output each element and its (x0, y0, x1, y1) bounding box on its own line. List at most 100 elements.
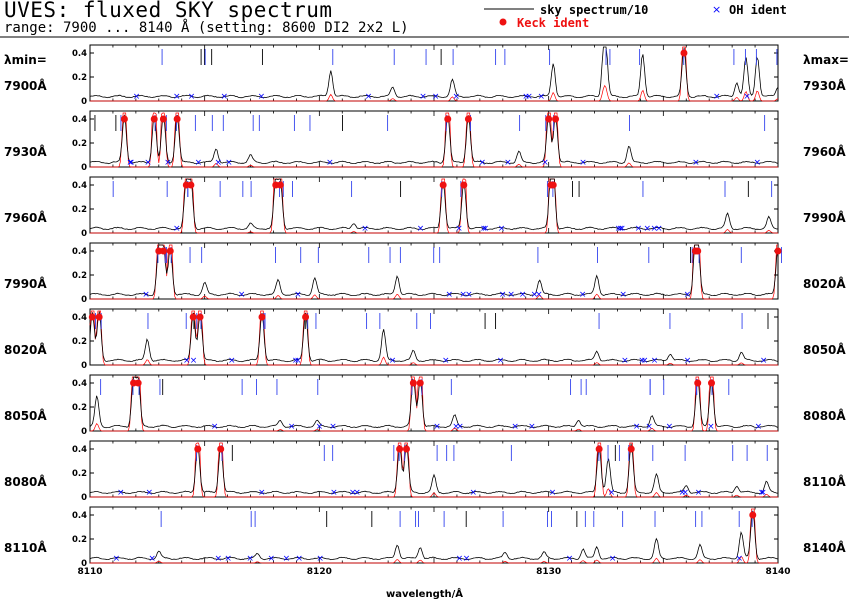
lambda-min-header: λmin= (4, 53, 47, 67)
oh-ident-marker: × (621, 356, 629, 366)
oh-ident-marker: × (684, 356, 692, 366)
oh-ident-marker: × (522, 92, 530, 102)
y-tick-label: 0.2 (72, 139, 87, 149)
oh-ident-marker: × (525, 92, 533, 102)
legend-sky-label: sky spectrum/10 (540, 3, 649, 17)
keck-ident-marker (189, 313, 197, 321)
oh-ident-marker: × (531, 290, 539, 300)
oh-ident-marker: × (692, 158, 700, 168)
keck-ident-marker (552, 115, 560, 123)
oh-ident-marker: × (283, 554, 291, 564)
y-tick-label: 0.4 (72, 247, 87, 257)
oh-ident-marker: × (442, 356, 450, 366)
y-tick-label: 0.4 (72, 115, 87, 125)
lambda-max-header: λmax= (803, 53, 849, 67)
y-tick-label: 0 (81, 163, 87, 173)
y-tick-label: 0.2 (72, 469, 87, 479)
oh-ident-marker: × (349, 488, 357, 498)
oh-ident-marker: × (455, 224, 463, 234)
lambda-max-label: 7960Å (803, 145, 846, 159)
oh-ident-marker: × (188, 92, 196, 102)
keck-ident-marker (196, 313, 204, 321)
oh-ident-marker: × (643, 224, 651, 234)
keck-ident-marker (409, 379, 417, 387)
red-trace (90, 508, 778, 564)
y-tick-label: 0.2 (72, 535, 87, 545)
sky-spectrum-line (89, 311, 779, 363)
keck-ident-marker (549, 181, 557, 189)
oh-ident-marker: × (707, 422, 715, 432)
keck-ident-marker (276, 181, 284, 189)
oh-ident-marker: × (173, 224, 181, 234)
oh-ident-marker: × (480, 224, 488, 234)
oh-ident-marker: × (465, 290, 473, 300)
oh-ident-marker: × (195, 158, 203, 168)
red-trace (90, 442, 778, 498)
oh-ident-marker: × (645, 422, 653, 432)
oh-ident-marker: × (760, 356, 768, 366)
keck-ident-marker (595, 445, 603, 453)
keck-ident-marker (302, 313, 310, 321)
keck-ident-marker (460, 181, 468, 189)
oh-ident-marker: × (224, 554, 232, 564)
keck-ident-marker (749, 511, 757, 519)
x-axis-label: wavelength/Å (385, 589, 464, 600)
y-tick-label: 0.2 (72, 271, 87, 281)
y-tick-label: 0 (81, 559, 87, 569)
keck-ident-marker (166, 247, 174, 255)
oh-ident-marker: × (641, 356, 649, 366)
oh-ident-marker: × (463, 554, 471, 564)
y-tick-label: 0.4 (72, 511, 87, 521)
oh-ident-marker: × (117, 488, 125, 498)
oh-ident-marker: × (507, 290, 515, 300)
red-trace (90, 46, 779, 102)
keck-ident-marker (694, 379, 702, 387)
oh-ident-marker: × (267, 554, 275, 564)
oh-ident-marker: × (144, 158, 152, 168)
keck-ident-marker (439, 181, 447, 189)
oh-ident-marker: × (292, 356, 300, 366)
oh-ident-marker: × (579, 158, 587, 168)
keck-ident-marker (159, 115, 167, 123)
oh-ident-marker: × (579, 290, 587, 300)
oh-ident-marker: × (148, 554, 156, 564)
oh-ident-marker: × (164, 158, 172, 168)
oh-ident-marker: × (655, 224, 663, 234)
oh-ident-marker: × (651, 356, 659, 366)
oh-ident-marker: × (113, 554, 121, 564)
oh-ident-marker: × (479, 158, 487, 168)
keck-ident-marker (774, 247, 782, 255)
sky-spectrum-line (89, 443, 778, 495)
panel-frame (89, 506, 779, 564)
lambda-min-label: 7900Å (4, 79, 47, 93)
oh-ident-marker: × (753, 158, 761, 168)
oh-ident-marker: × (618, 224, 626, 234)
oh-ident-marker: × (695, 488, 703, 498)
sky-spectrum-line (89, 114, 779, 165)
lambda-min-label: 8080Å (4, 475, 47, 489)
y-tick-label: 0.4 (72, 181, 87, 191)
oh-ident-marker: × (758, 488, 766, 498)
oh-ident-marker: × (638, 356, 646, 366)
x-tick-label: 8140 (765, 567, 790, 577)
oh-ident-marker: × (142, 290, 150, 300)
oh-ident-marker: × (755, 422, 763, 432)
oh-ident-marker: × (294, 356, 302, 366)
oh-ident-marker: × (635, 224, 643, 234)
lambda-max-label: 8110Å (803, 475, 846, 489)
oh-ident-marker: × (225, 158, 233, 168)
oh-ident-marker: × (456, 422, 464, 432)
sky-spectrum-line (89, 244, 779, 297)
oh-ident-marker: × (456, 554, 464, 564)
oh-ident-marker: × (519, 290, 527, 300)
x-tick-label: 8130 (536, 567, 561, 577)
keck-ident-marker (88, 313, 96, 321)
oh-ident-marker: × (633, 422, 641, 432)
keck-ident-marker (187, 181, 195, 189)
x-tick-label: 8110 (77, 567, 102, 577)
oh-ident-marker: × (419, 92, 427, 102)
oh-ident-marker: × (330, 488, 338, 498)
oh-ident-marker: × (681, 488, 689, 498)
oh-ident-marker: × (609, 554, 617, 564)
oh-ident-marker: × (228, 356, 236, 366)
